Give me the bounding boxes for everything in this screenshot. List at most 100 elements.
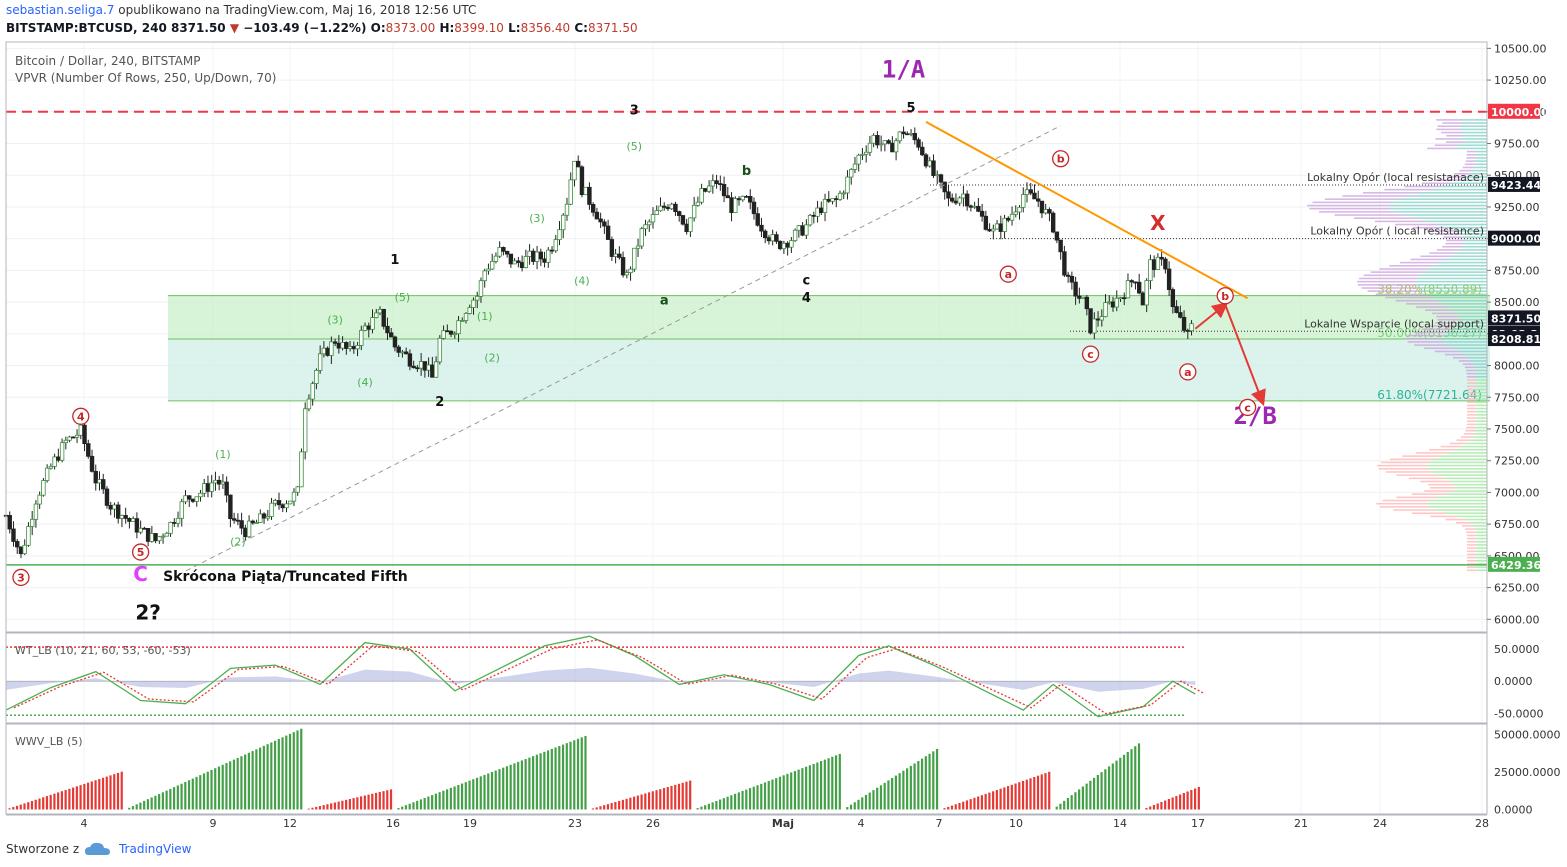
wwv-bar [214,768,216,809]
wave-label: c [802,273,810,288]
candle-body [517,261,521,263]
y-tick-label: 7500.00 [1494,423,1540,436]
candle-body [943,182,947,192]
wwv-bar [1033,777,1035,810]
candle-body [374,313,378,318]
candle-body [60,443,64,461]
vp-up-bar [1476,420,1487,422]
wwv-bar [749,788,751,809]
vp-up-bar [1445,259,1487,261]
vp-down-bar [1325,198,1398,200]
candle-body [879,144,883,145]
candle-body [483,271,487,281]
vp-down-bar [1307,205,1388,207]
wwv-bar [16,806,18,810]
vp-down-bar [1467,544,1476,546]
wwv-bar [573,740,575,809]
wwv-bar [794,771,796,809]
wwv-bar [943,808,945,809]
wwv-bar [988,793,990,810]
wwv-bar [210,770,212,810]
wwv-bar [128,808,130,810]
vp-down-bar [1396,474,1437,476]
candle-body [1179,313,1183,318]
vp-down-bar [1436,119,1459,121]
candle-body [1096,319,1100,320]
wwv-bar [390,789,392,809]
candle-body [894,141,898,152]
vp-up-bar [1443,335,1487,337]
vp-down-bar [1446,240,1464,242]
candle-body [883,141,887,144]
candle-body [27,526,31,545]
candle-body [449,331,453,334]
wave-circle-label: 4 [77,410,85,423]
vp-down-bar [1459,360,1472,362]
candle-body [625,273,629,275]
candle-body [561,215,565,230]
candle-body [1059,240,1063,252]
vp-up-bar [1476,154,1487,156]
wwv-bar [558,746,560,809]
wt-y-label: 0.0000 [1494,675,1533,688]
axes: 10500.0010250.0010000.009750.009500.0092… [6,42,1549,830]
wwv-bar [513,763,515,809]
wave-label: a [660,294,669,309]
wwv-bar [285,736,287,810]
candle-body [902,132,906,134]
candle-body [550,250,554,251]
wwv-bar [831,757,833,810]
candle-body [187,496,191,499]
x-tick-label: 14 [1113,817,1127,830]
wwv-bar [334,803,336,810]
price-tag-text: 8208.81 [1491,333,1541,346]
x-tick-label: 16 [386,817,400,830]
wwv-bar [697,808,699,809]
vp-down-bar [1467,379,1476,381]
vp-up-bar [1437,474,1487,476]
wave-circle-label: c [1087,348,1094,361]
vp-down-bar [1467,570,1476,572]
candle-body [1167,269,1171,290]
wave-label: 4 [802,291,811,306]
y-tick-label: 7750.00 [1494,391,1540,404]
vp-down-bar [1467,405,1476,407]
wwv-bar [244,755,246,810]
candle-body [120,515,124,518]
wwv-bar [169,789,171,810]
candle-body [752,202,756,214]
wwv-bar [861,797,863,809]
candle-body [980,211,984,216]
wwv-bar [491,772,493,810]
vp-up-bar [1459,119,1487,121]
candle-body [726,196,730,198]
candle-body [412,366,416,368]
candle-body [962,194,966,198]
candle-body [977,206,981,211]
vp-down-bar [1463,167,1474,169]
wwv-bar [603,805,605,809]
candle-body [1190,324,1194,331]
y-tick-label: 8750.00 [1494,264,1540,277]
vp-down-bar [1375,221,1425,223]
candle-body [169,522,173,533]
vp-up-bar [1418,287,1487,289]
wave-label: (3) [327,314,343,327]
tradingview-link[interactable]: TradingView [119,842,192,856]
wwv-bar [1123,755,1125,810]
candle-body [1063,252,1067,275]
vp-up-bar [1453,309,1487,311]
level-label: Lokalny Opór (local resistanace) [1307,171,1484,184]
vp-up-bar [1476,417,1487,419]
vp-down-bar [1461,436,1473,438]
candle-body [610,240,614,257]
candle-body [195,497,199,502]
vp-up-bar [1475,528,1487,530]
vp-down-bar [1377,465,1426,467]
candle-body [401,352,405,353]
y-tick-label: 7250.00 [1494,455,1540,468]
wwv-bar [386,790,388,809]
vp-up-bar [1456,516,1487,518]
vp-up-bar [1474,167,1487,169]
